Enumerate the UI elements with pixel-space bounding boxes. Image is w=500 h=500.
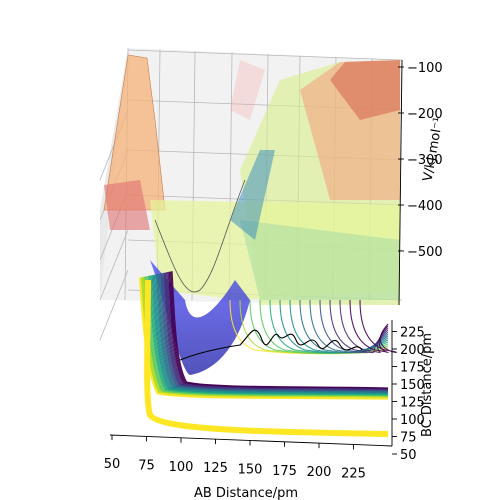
y-tick-label-1: 75: [400, 431, 417, 446]
y-tick-label-5: 175: [400, 361, 425, 376]
surface-valley: [150, 260, 250, 375]
grid-left-3: [99, 229, 129, 301]
z-axis-line: [398, 59, 403, 306]
x-axis-line: [109, 434, 393, 447]
z-tick-label-0: −500: [407, 245, 443, 260]
surface-shelf-green: [240, 220, 400, 300]
y-axis: 50 75 100 125 150 175 200 225 BC Distance/pm: [391, 320, 435, 463]
x-axis-label: AB Distance/pm: [194, 486, 298, 500]
y-tick-label-3: 125: [400, 396, 425, 411]
z-tick-label-3: −200: [407, 107, 443, 122]
surface-cyan-band: [230, 150, 275, 240]
x-tick-label-5: 175: [272, 464, 297, 479]
y-tick-label-2: 100: [400, 413, 425, 428]
surface-pink-patch: [230, 60, 265, 120]
y-tick-label-0: 50: [400, 448, 417, 463]
y-tick-label-4: 150: [400, 378, 425, 393]
y-axis-label: BC Distance/pm: [420, 333, 435, 437]
channel-contour-11: [339, 299, 389, 354]
x-tick-label-6: 200: [307, 465, 332, 480]
z-tick-label-4: −100: [407, 61, 443, 76]
contour-29: [138, 277, 389, 400]
channel-contour-4: [269, 299, 389, 354]
channel-contour-8: [309, 299, 389, 354]
x-tick-label-0: 50: [104, 457, 121, 472]
z-tick-label-2: −300: [407, 153, 443, 168]
contour-outer-band: [144, 279, 389, 437]
x-tick-label-2: 100: [169, 460, 194, 475]
y-tick-label-6: 200: [400, 343, 425, 358]
channel-contour-12: [349, 299, 389, 353]
x-axis: 50 75 100 125 150 175 200 225 AB Distance/pm: [104, 434, 393, 500]
x-tick-label-3: 125: [203, 461, 228, 476]
x-tick-label-4: 150: [238, 462, 263, 477]
z-axis: −500 −400 −300 −200 −100 V/kJ.mol⁻¹: [398, 59, 447, 306]
grid-horizontal-0: [127, 49, 403, 61]
surface-valley-ridge: [154, 179, 246, 293]
z-axis-label: V/kJ.mol⁻¹: [421, 116, 447, 183]
y-tick-label-7: 225: [400, 326, 425, 341]
trajectory-line: [179, 329, 363, 361]
surface-right-red: [330, 60, 400, 120]
potential-surface: [103, 54, 400, 375]
grid-left-4: [99, 269, 129, 341]
z-tick-label-1: −400: [407, 199, 443, 214]
surface-left-slab-red: [104, 180, 150, 230]
x-tick-label-1: 75: [138, 458, 155, 473]
x-tick-label-7: 225: [341, 466, 366, 481]
